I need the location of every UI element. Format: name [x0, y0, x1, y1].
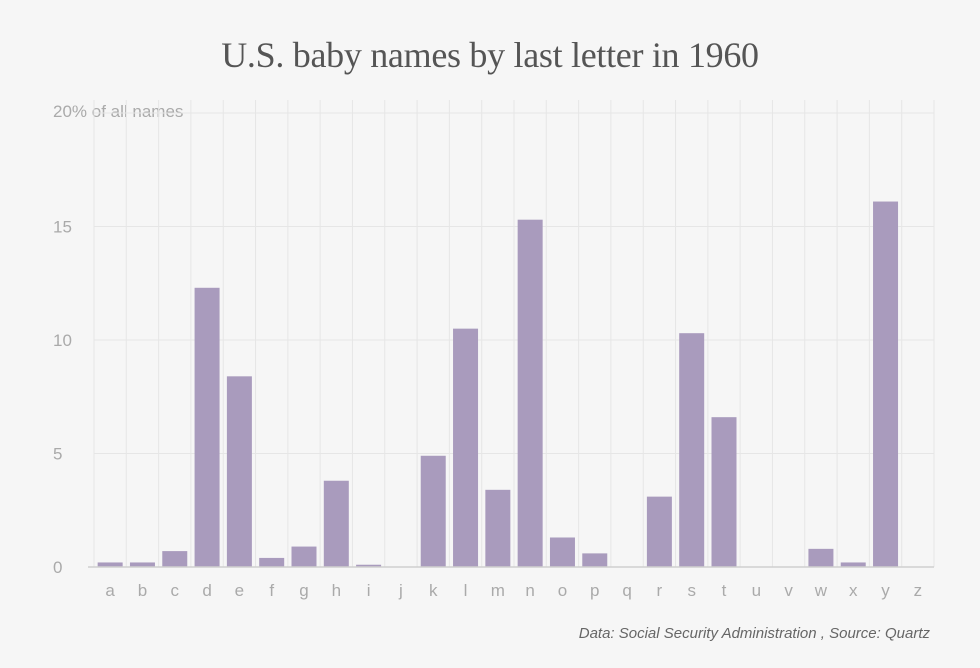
- bar-g: [291, 546, 317, 567]
- bar-d: [194, 287, 220, 567]
- y-axis-label: 20% of all names: [53, 102, 184, 121]
- x-tick-label: z: [914, 581, 923, 600]
- bar-x: [840, 562, 866, 567]
- bar-s: [679, 333, 705, 567]
- bar-a: [97, 562, 123, 567]
- x-tick-label: c: [171, 581, 180, 600]
- x-tick-label: s: [687, 581, 696, 600]
- bar-e: [226, 376, 252, 567]
- bar-i: [356, 564, 382, 567]
- x-tick-label: b: [138, 581, 147, 600]
- x-tick-label: h: [332, 581, 341, 600]
- x-tick-label: g: [299, 581, 308, 600]
- bar-t: [711, 417, 737, 567]
- x-tick-label: q: [622, 581, 631, 600]
- x-tick-label: l: [464, 581, 468, 600]
- x-tick-label: e: [235, 581, 244, 600]
- x-tick-label: x: [849, 581, 858, 600]
- chart-title: U.S. baby names by last letter in 1960: [221, 35, 759, 75]
- x-tick-label: d: [202, 581, 211, 600]
- bar-m: [485, 489, 511, 567]
- x-tick-label: n: [525, 581, 534, 600]
- x-tick-label: p: [590, 581, 599, 600]
- x-tick-label: r: [657, 581, 663, 600]
- bar-h: [323, 480, 349, 567]
- x-tick-label: m: [491, 581, 505, 600]
- x-tick-label: t: [722, 581, 727, 600]
- bar-r: [646, 496, 672, 567]
- bar-k: [420, 455, 446, 567]
- x-tick-label: w: [814, 581, 828, 600]
- x-tick-label: y: [881, 581, 890, 600]
- y-tick-label: 15: [53, 218, 72, 237]
- x-tick-label: o: [558, 581, 567, 600]
- bar-b: [129, 562, 155, 567]
- y-tick-label: 10: [53, 331, 72, 350]
- x-tick-label: f: [269, 581, 274, 600]
- bar-c: [162, 551, 188, 567]
- x-tick-label: j: [398, 581, 403, 600]
- bar-f: [259, 557, 285, 567]
- bar-l: [453, 328, 479, 567]
- bar-o: [549, 537, 575, 567]
- x-tick-label: a: [105, 581, 115, 600]
- x-tick-label: v: [784, 581, 793, 600]
- x-tick-label: i: [367, 581, 371, 600]
- source-note: Data: Social Security Administration , S…: [578, 625, 930, 642]
- x-tick-label: u: [752, 581, 761, 600]
- y-tick-label: 0: [53, 558, 62, 577]
- x-tick-label: k: [429, 581, 438, 600]
- y-tick-label: 5: [53, 445, 62, 464]
- bar-w: [808, 548, 834, 567]
- bar-p: [582, 553, 608, 567]
- bar-y: [873, 201, 899, 567]
- bar-n: [517, 219, 543, 567]
